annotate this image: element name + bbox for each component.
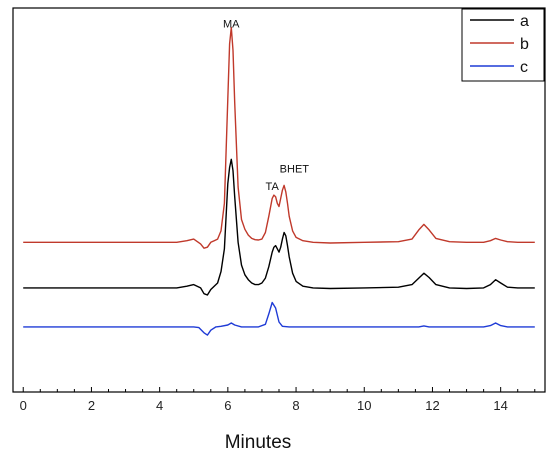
x-tick-label: 4 <box>156 398 163 413</box>
x-tick-label: 2 <box>88 398 95 413</box>
x-axis-tick-labels: 0 2 4 6 8 10 12 14 <box>20 398 508 413</box>
x-axis-label: Minutes <box>225 432 292 453</box>
series-line-a <box>23 158 535 296</box>
legend-box <box>461 8 545 82</box>
x-tick-label: 12 <box>425 398 439 413</box>
series-lines <box>23 26 535 336</box>
x-tick-label: 14 <box>493 398 507 413</box>
legend-label-c: c <box>520 59 528 76</box>
series-line-b <box>23 26 535 249</box>
x-tick-label: 8 <box>292 398 299 413</box>
series-line-c <box>23 301 535 336</box>
annotation-ta: TA <box>266 181 280 193</box>
annotation-bhet: BHET <box>280 163 310 175</box>
legend: abc <box>461 8 545 82</box>
x-tick-label: 0 <box>20 398 27 413</box>
x-tick-label: 6 <box>224 398 231 413</box>
plot-frame <box>12 7 546 393</box>
x-axis-ticks <box>22 387 536 392</box>
x-tick-label: 10 <box>357 398 371 413</box>
legend-label-a: a <box>520 13 529 30</box>
legend-label-b: b <box>520 36 529 53</box>
annotation-ma: MA <box>223 19 240 31</box>
